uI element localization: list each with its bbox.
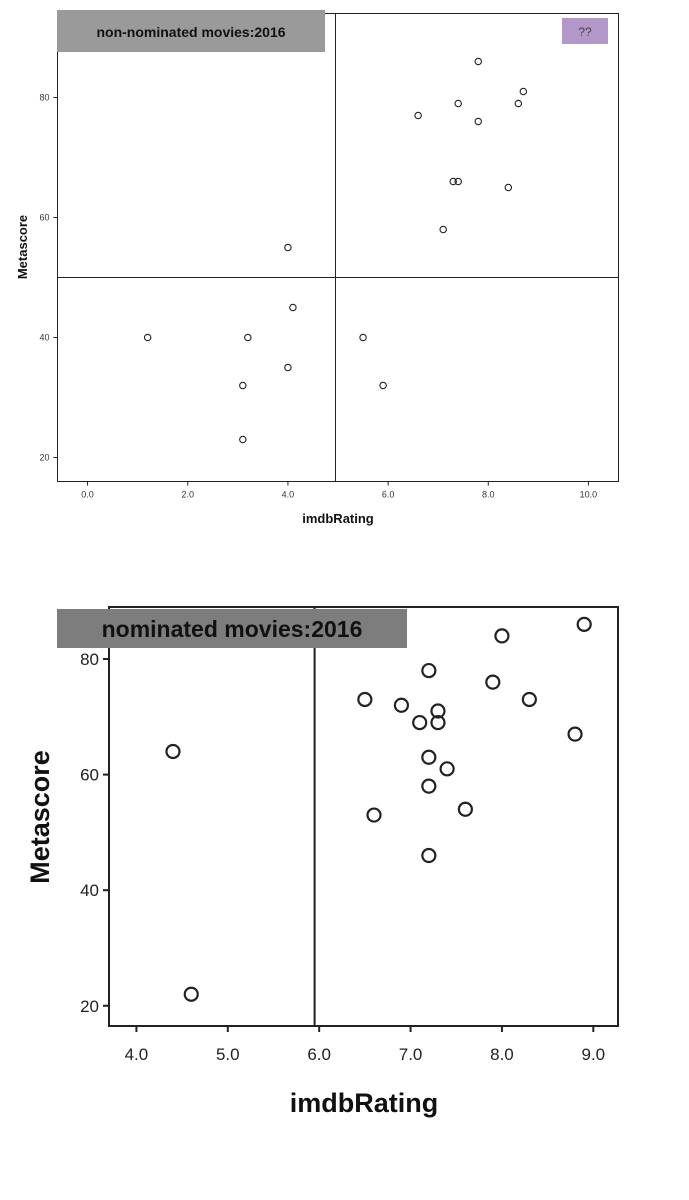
y-tick-label: 40 — [39, 333, 49, 343]
y-tick-label: 40 — [80, 881, 99, 900]
data-point — [421, 749, 437, 765]
x-axis-label: imdbRating — [302, 511, 374, 526]
data-point — [430, 703, 446, 719]
title-box — [57, 609, 407, 648]
data-point — [504, 183, 513, 192]
x-tick-label: 2.0 — [181, 490, 194, 500]
data-point — [284, 243, 292, 252]
x-tick-label: 7.0 — [399, 1045, 423, 1064]
x-axis-label: imdbRating — [290, 1088, 439, 1118]
title-box — [57, 10, 325, 52]
chart-nominated: 4.0 5.0 6.0 7.0 8.0 9.0 20 40 60 80 nominated mo… — [25, 606, 619, 1118]
data-point — [474, 117, 482, 126]
x-tick-label: 6.0 — [382, 490, 395, 500]
data-point — [576, 616, 592, 632]
plot-frame — [57, 13, 619, 482]
data-point — [284, 363, 292, 372]
x-tick-label: 8.0 — [490, 1045, 514, 1064]
x-tick-label: 6.0 — [307, 1045, 331, 1064]
chart-non-nominated: 0.0 2.0 4.0 6.0 8.0 10.0 20 40 60 80 non-nominat… — [15, 10, 619, 526]
data-point — [412, 714, 428, 731]
data-point — [183, 986, 199, 1002]
data-point — [457, 801, 473, 817]
y-tick-label: 60 — [39, 213, 49, 223]
data-point — [494, 628, 510, 644]
y-tick-label: 80 — [80, 650, 99, 669]
data-point — [239, 381, 247, 390]
badge-label: ?? — [578, 25, 592, 39]
x-tick-label: 4.0 — [125, 1045, 149, 1064]
data-point — [567, 726, 583, 742]
data-point — [521, 691, 537, 708]
y-tick-label: 60 — [80, 766, 99, 785]
x-tick-label: 0.0 — [81, 490, 94, 500]
x-tick-label: 9.0 — [582, 1045, 606, 1064]
data-point — [439, 225, 447, 234]
data-point — [474, 57, 482, 66]
chart-title: non-nominated movies:2016 — [96, 24, 285, 40]
data-point — [414, 111, 422, 120]
y-tick-label: 20 — [80, 997, 99, 1016]
data-point — [421, 662, 437, 679]
data-point — [357, 691, 373, 708]
data-point — [485, 674, 501, 690]
y-tick-label: 80 — [39, 93, 49, 103]
data-point — [430, 714, 446, 731]
data-point — [244, 333, 252, 342]
plot-frame — [108, 606, 619, 1027]
data-point — [454, 99, 462, 108]
x-tick-label: 8.0 — [482, 490, 495, 500]
y-axis-label: Metascore — [25, 750, 55, 884]
data-point — [239, 435, 247, 444]
data-point — [519, 87, 528, 96]
data-point — [449, 177, 457, 186]
data-point — [366, 807, 382, 823]
y-axis-label: Metascore — [15, 215, 30, 279]
x-tick-label: 5.0 — [216, 1045, 240, 1064]
y-tick-label: 20 — [39, 453, 49, 463]
data-point — [421, 847, 437, 864]
chart-title: nominated movies:2016 — [102, 616, 363, 642]
data-point — [379, 381, 387, 390]
data-point — [143, 333, 152, 342]
data-point — [454, 177, 462, 186]
data-point — [393, 697, 410, 713]
data-point — [289, 303, 297, 312]
data-point — [514, 99, 523, 108]
data-point — [439, 761, 455, 777]
data-point — [421, 778, 437, 794]
badge-box — [562, 18, 608, 44]
x-tick-label: 10.0 — [580, 490, 598, 500]
data-point — [165, 743, 181, 760]
data-point — [359, 333, 367, 342]
x-tick-label: 4.0 — [282, 490, 295, 500]
